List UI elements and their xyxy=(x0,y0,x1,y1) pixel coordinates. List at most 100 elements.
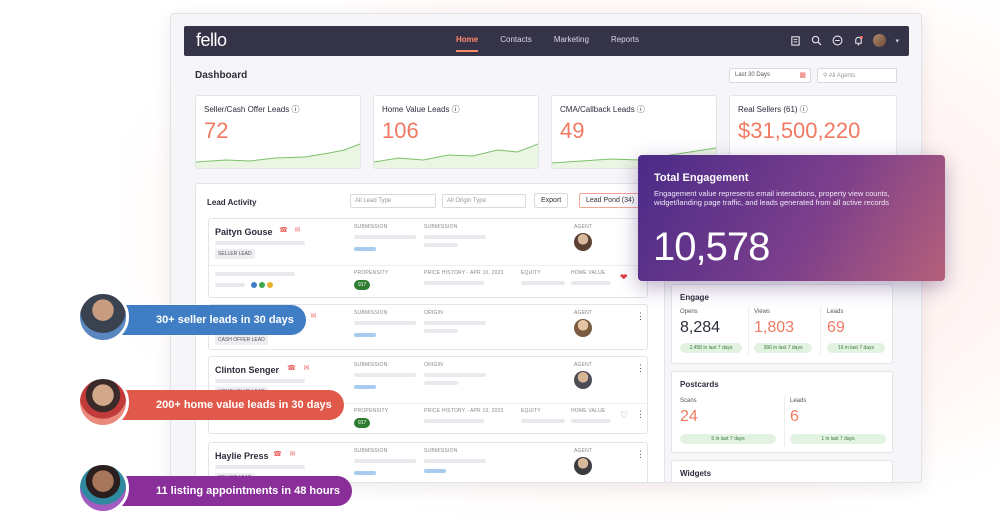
callout-text: 30+ seller leads in 30 days xyxy=(156,314,294,326)
agent-avatar[interactable] xyxy=(574,457,592,475)
col-header: AGENT xyxy=(574,448,593,454)
mail-icon[interactable]: ✉ xyxy=(303,365,310,372)
metric-label: Leads xyxy=(790,398,807,404)
lead-card[interactable]: Haylie Press ☎ ✉ SELLER LEAD SUBMISSION … xyxy=(208,442,648,482)
lead-type-filter[interactable]: All Lead Type xyxy=(350,194,436,208)
more-options-icon[interactable]: ⋮ xyxy=(636,363,645,373)
search-icon[interactable] xyxy=(810,35,822,47)
col-header: PROPENSITY xyxy=(354,270,389,276)
phone-icon[interactable]: ☎ xyxy=(273,451,282,458)
agents-search[interactable]: ⚲ All Agents xyxy=(817,68,897,83)
date-range-select[interactable]: Last 30 Days ▦ xyxy=(729,68,811,83)
avatar[interactable] xyxy=(873,34,887,47)
callout-listing-appointments: 11 listing appointments in 48 hours xyxy=(100,476,352,506)
col-header: AGENT xyxy=(574,310,593,316)
callout-text: 11 listing appointments in 48 hours xyxy=(156,485,340,497)
placeholder-line xyxy=(424,243,458,247)
agent-avatar[interactable] xyxy=(574,319,592,337)
engagement-value: 10,578 xyxy=(653,225,770,269)
propensity-badge: 917 xyxy=(354,418,371,428)
stat-label: CMA/Callback Leads ⓘ xyxy=(560,105,645,114)
metric-label: Scans xyxy=(680,398,697,404)
mail-icon[interactable]: ✉ xyxy=(294,227,301,234)
lead-name: Haylie Press xyxy=(215,451,269,461)
total-engagement-popover: Total Engagement Engagement value repres… xyxy=(638,155,945,281)
nav-reports[interactable]: Reports xyxy=(610,35,639,44)
heart-outline-icon[interactable]: ♡ xyxy=(620,410,629,420)
agent-avatar[interactable] xyxy=(574,371,592,389)
col-header: EQUITY xyxy=(521,408,541,414)
nav-marketing[interactable]: Marketing xyxy=(553,35,589,44)
col-header: SUBMISSION xyxy=(424,448,458,454)
sparkline xyxy=(374,143,538,168)
mail-icon[interactable]: ✉ xyxy=(289,451,296,458)
trend-pill: 386 in last 7 days xyxy=(754,343,812,353)
callout-seller-leads: 30+ seller leads in 30 days xyxy=(100,305,306,335)
mail-icon[interactable]: ✉ xyxy=(310,313,317,320)
postcards-card: Postcards Scans 24 5 in last 7 days Lead… xyxy=(671,371,893,453)
col-header: SUBMISSION xyxy=(354,448,388,454)
trend-pill: 1 in last 7 days xyxy=(790,434,886,444)
heart-icon[interactable]: ❤ xyxy=(620,272,628,282)
placeholder-line xyxy=(215,379,305,383)
engage-title: Engage xyxy=(680,293,709,302)
metric-value: 1,803 xyxy=(754,319,795,336)
stat-card-home-value-leads[interactable]: Home Value Leads ⓘ 106 xyxy=(373,95,539,169)
metric-value: 6 xyxy=(790,408,799,425)
placeholder-line xyxy=(424,459,486,463)
status-dot xyxy=(251,282,257,288)
more-options-icon[interactable]: ⋮ xyxy=(636,449,645,459)
chevron-down-icon[interactable]: ▾ xyxy=(895,37,899,45)
metric-value: 8,284 xyxy=(680,319,721,336)
phone-icon[interactable]: ☎ xyxy=(287,365,296,372)
lead-pond-button[interactable]: Lead Pond (34) xyxy=(579,193,642,208)
bell-icon[interactable] xyxy=(852,35,864,47)
trend-pill: 16 in last 7 days xyxy=(827,343,885,353)
placeholder-line xyxy=(354,471,376,475)
col-header: AGENT xyxy=(574,362,593,368)
placeholder-line xyxy=(354,385,376,389)
metric-label: Views xyxy=(754,309,770,315)
col-header: EQUITY xyxy=(521,270,541,276)
status-dot xyxy=(259,282,265,288)
lead-card[interactable]: Paityn Gouse ☎ ✉ SELLER LEAD SUBMISSION … xyxy=(208,218,648,298)
stat-label: Seller/Cash Offer Leads ⓘ xyxy=(204,105,300,114)
placeholder-line xyxy=(354,247,376,251)
nav-contacts[interactable]: Contacts xyxy=(500,35,532,44)
lead-tag: SELLER LEAD xyxy=(215,249,255,259)
stat-value: 49 xyxy=(560,118,585,143)
placeholder-line xyxy=(215,272,295,276)
placeholder-line xyxy=(354,235,416,239)
divider xyxy=(784,396,785,446)
logo: fello xyxy=(196,30,227,50)
more-options-icon[interactable]: ⋮ xyxy=(636,311,645,321)
agent-avatar[interactable] xyxy=(574,233,592,251)
export-button[interactable]: Export xyxy=(534,193,569,208)
placeholder-line xyxy=(354,459,416,463)
trend-pill: 2,458 in last 7 days xyxy=(680,343,742,353)
building-icon[interactable] xyxy=(789,35,801,47)
col-header: PROPENSITY xyxy=(354,408,389,414)
nav-home[interactable]: Home xyxy=(456,35,479,52)
stat-card-seller-leads[interactable]: Seller/Cash Offer Leads ⓘ 72 xyxy=(195,95,361,169)
origin-type-filter[interactable]: All Origin Type xyxy=(442,194,526,208)
placeholder-line xyxy=(354,321,416,325)
placeholder-line xyxy=(424,281,484,285)
phone-icon[interactable]: ☎ xyxy=(279,227,288,234)
col-header: PRICE HISTORY - APR 10, 2023 xyxy=(424,408,504,414)
callout-home-value-leads: 200+ home value leads in 30 days xyxy=(100,390,344,420)
minus-circle-icon[interactable] xyxy=(831,35,843,47)
widgets-card: Widgets xyxy=(671,460,893,482)
main-nav: Home Contacts Marketing Reports xyxy=(456,35,661,52)
metric-value: 24 xyxy=(680,408,698,425)
placeholder-line xyxy=(424,419,484,423)
postcards-title: Postcards xyxy=(680,380,719,389)
calendar-icon: ▦ xyxy=(799,72,806,79)
trend-pill: 5 in last 7 days xyxy=(680,434,776,444)
more-options-icon[interactable]: ⋮ xyxy=(636,409,645,419)
col-header: SUBMISSION xyxy=(354,310,388,316)
widgets-title: Widgets xyxy=(680,469,712,478)
stat-value: 106 xyxy=(382,118,419,143)
top-navbar: fello Home Contacts Marketing Reports ▾ xyxy=(184,26,909,56)
placeholder-line xyxy=(354,333,376,337)
